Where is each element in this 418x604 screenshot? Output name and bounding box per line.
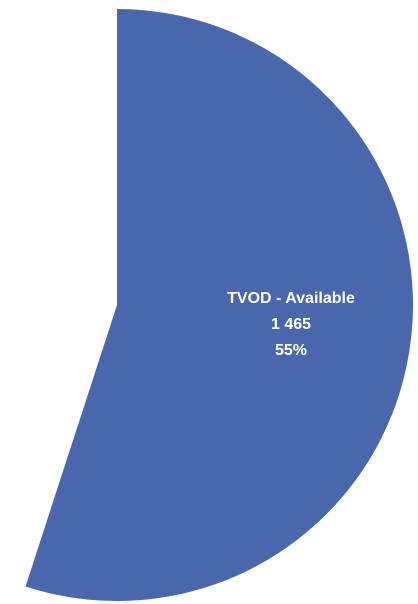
slice-category-label: TVOD - Available [227, 290, 355, 307]
slice-count-label: 1 465 [271, 316, 311, 333]
slice-percent-label: 55% [275, 342, 307, 359]
pie-slice [25, 9, 413, 601]
